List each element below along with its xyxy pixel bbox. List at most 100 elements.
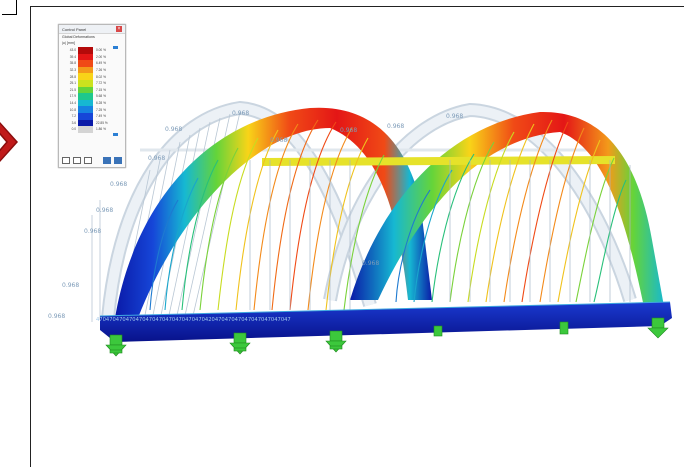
scale-icon[interactable] [84,157,92,164]
legend-percentage: 0.00 % [96,48,106,53]
legend-percentage: 22.85 % [96,120,108,125]
value-label: 0.968 [362,260,379,267]
legend-percentage: 7.25 % [96,107,106,112]
legend-value: 35.8 [69,61,76,66]
legend-value: 39.4 [69,54,76,59]
view-icon[interactable] [114,157,122,164]
supports [105,317,669,357]
legend-swatch [78,60,93,67]
legend-percentage: 7.49 % [96,114,106,119]
value-label: 0.968 [96,207,113,214]
legend-row: 7.2 7.49 % [63,112,121,120]
legend-swatch [78,86,93,94]
legend-swatch [78,79,93,87]
legend-row: 21.5 7.15 % [63,86,121,94]
legend-min-marker-icon [113,133,118,136]
export-icon[interactable] [103,157,111,164]
legend-value: 25.1 [69,81,76,86]
legend-percentage: 7.15 % [96,87,106,92]
control-panel-header[interactable]: Control Panel × [59,25,125,34]
legend-value: 3.6 [71,120,76,125]
legend-swatch [78,66,93,74]
legend-swatch [78,126,93,133]
bridge-deck [100,302,672,342]
value-label: 0.968 [446,113,463,120]
legend-max-marker-icon [113,46,118,49]
result-type-label: Global Deformations [62,35,95,39]
support-icon [229,332,251,355]
legend-row: 43.0 0.00 % [63,47,121,54]
result-value-labels: 0.968 0.968 0.968 0.968 0.968 0.968 0.96… [48,110,463,323]
legend-value: 10.8 [69,107,76,112]
value-label: 0.968 [62,282,79,289]
result-unit-label: |u| [mm] [62,41,75,45]
viewport-frame [30,6,684,467]
legend-swatch [78,53,93,61]
value-label: 0.968 [232,110,249,117]
color-legend: 43.0 0.00 % 39.4 2.00 % 35.8 6.49 % 32.3 7.26 %… [63,47,121,133]
legend-swatch [78,73,93,80]
control-panel-toolbar [62,157,122,164]
legend-row: 17.9 5.68 % [63,93,121,100]
legend-swatch [78,119,93,127]
value-label: 0.968 [148,155,165,162]
legend-swatch [78,47,93,54]
legend-swatch [78,106,93,113]
deck-value-labels: 4704704704704704704704704704704704204704… [96,317,291,323]
legend-value: 28.8 [69,74,76,79]
red-arrow-pointer-icon [0,122,18,162]
value-label: 0.968 [387,123,404,130]
legend-value: 17.9 [69,94,76,99]
legend-percentage: 6.49 % [96,61,106,66]
bridge-model-viewport[interactable]: 0.968 0.968 0.968 0.968 0.968 0.968 0.96… [32,8,684,460]
value-label: 0.968 [110,181,127,188]
value-label: 0.968 [165,126,182,133]
legend-value: 7.2 [71,114,76,119]
support-icon [325,330,347,353]
legend-percentage: 1.86 % [96,127,106,132]
legend-percentage: 5.68 % [96,94,106,99]
value-label: 0.968 [48,313,65,320]
front-arch-left [115,107,432,318]
legend-percentage: 2.00 % [96,54,106,59]
value-label: 0.968 [84,228,101,235]
legend-percentage: 7.72 % [96,81,106,86]
support-icon [433,325,443,337]
filter-icon[interactable] [73,157,81,164]
legend-row: 10.8 7.25 % [63,106,121,113]
legend-value: 14.4 [69,101,76,106]
value-label: 0.968 [340,127,357,134]
front-arch-right [350,111,665,313]
legend-value: 32.3 [69,68,76,73]
vertical-posts [249,160,631,310]
legend-row: 35.8 6.49 % [63,60,121,67]
legend-row: 25.1 7.72 % [63,79,121,87]
window-top-strip [0,0,684,18]
legend-settings-icon[interactable] [62,157,70,164]
legend-swatch [78,93,93,100]
legend-row: 28.8 8.02 % [63,73,121,80]
support-icon [105,334,127,357]
legend-swatch [78,112,93,120]
undeformed-arch-ghost [101,100,637,319]
value-label: 0.968 [270,137,287,144]
close-icon[interactable]: × [116,26,122,32]
support-icon [559,321,569,335]
legend-value: 0.0 [71,127,76,132]
legend-percentage: 6.28 % [96,101,106,106]
deck-edge [99,301,671,317]
legend-swatch [78,99,93,107]
legend-value: 21.5 [69,87,76,92]
legend-row: 14.4 6.28 % [63,99,121,107]
legend-row: 32.3 7.26 % [63,66,121,74]
legend-percentage: 8.02 % [96,74,106,79]
window-corner-tab [2,0,17,15]
legend-value: 43.0 [69,48,76,53]
legend-row: 39.4 2.00 % [63,53,121,61]
legend-percentage: 7.26 % [96,68,106,73]
control-panel-title: Control Panel [62,26,87,32]
legend-row: 3.6 22.85 % [63,119,121,127]
support-icon [647,317,669,339]
control-panel[interactable]: Control Panel × Global Deformations |u| … [58,24,126,168]
legend-row: 0.0 1.86 % [63,126,121,133]
